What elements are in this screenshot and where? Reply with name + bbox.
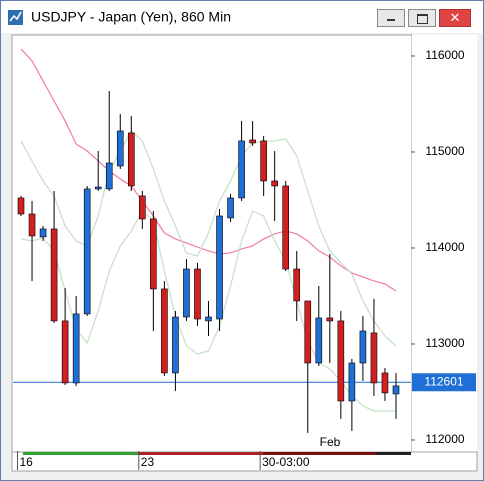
candle-body (17, 197, 25, 215)
candle-body (326, 317, 334, 322)
y-tick-label: 112000 (425, 432, 464, 446)
candle-body (282, 185, 290, 270)
candle-body (150, 218, 157, 290)
candle-body (194, 268, 201, 320)
candle-body (39, 228, 47, 238)
x-tick-label: 30-03:00 (262, 455, 310, 469)
moving-average (20, 129, 397, 347)
candle-body (271, 180, 278, 187)
y-tick-label: 113000 (425, 336, 464, 350)
moving-average (20, 210, 396, 412)
maximize-button[interactable] (408, 9, 436, 27)
candle-body (370, 332, 378, 384)
candle-body (348, 362, 356, 402)
candle-body (61, 320, 69, 384)
app-icon-glyph (9, 11, 22, 22)
candle-body (216, 215, 223, 320)
x-tick-label: 23 (141, 455, 155, 469)
candle-body (172, 316, 179, 374)
candle-body (337, 320, 345, 402)
candle-body (94, 186, 102, 190)
session-strip (23, 452, 138, 455)
candle-body (315, 317, 323, 364)
candle-body (381, 372, 389, 394)
session-strip (376, 452, 411, 455)
candle-body (392, 385, 400, 395)
candle-body (227, 197, 234, 219)
candle-body (161, 288, 168, 374)
candle-body (249, 139, 256, 144)
candle-body (28, 213, 36, 237)
y-tick-label: 116000 (425, 48, 464, 62)
y-tick-label: 114000 (425, 240, 464, 254)
candle-body (238, 140, 245, 199)
annotation: Feb (320, 435, 341, 449)
candle-body (50, 228, 58, 322)
x-tick-label: 16 (19, 455, 33, 469)
candle-body (105, 162, 113, 190)
candle-body (183, 268, 190, 318)
candle-body (205, 316, 212, 322)
price-label: 112601 (424, 374, 463, 388)
candle-body (304, 300, 312, 364)
candle-body (127, 132, 135, 187)
minimize-button[interactable] (377, 9, 405, 27)
candle-body (293, 268, 301, 302)
candle-body (139, 195, 146, 220)
y-tick-label: 115000 (425, 144, 464, 158)
candle-body (72, 313, 80, 384)
candle-body (116, 130, 124, 167)
candle-body (359, 330, 367, 364)
window-title: USDJPY - Japan (Yen), 860 Min (31, 9, 231, 25)
candle-body (260, 140, 267, 182)
session-strip (138, 452, 263, 455)
moving-average (20, 48, 397, 292)
price-label-box (412, 373, 476, 392)
close-button[interactable]: ✕ (439, 9, 471, 27)
session-strip (263, 452, 376, 455)
candle-body (83, 188, 91, 315)
